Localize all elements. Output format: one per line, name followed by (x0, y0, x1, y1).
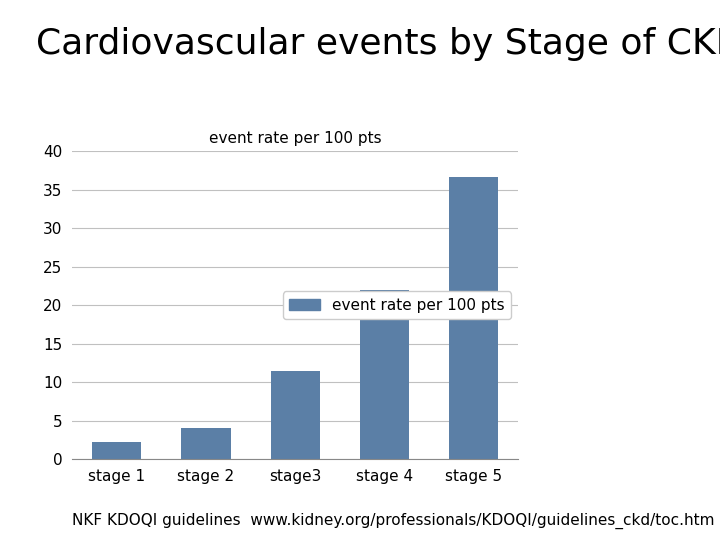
Legend: event rate per 100 pts: event rate per 100 pts (283, 292, 510, 319)
Bar (449, 177, 498, 459)
Bar (92, 442, 141, 459)
Bar (271, 370, 320, 459)
Title: event rate per 100 pts: event rate per 100 pts (209, 131, 382, 146)
Bar (181, 428, 230, 459)
Text: Cardiovascular events by Stage of CKD: Cardiovascular events by Stage of CKD (36, 27, 720, 61)
Text: NKF KDOQI guidelines  www.kidney.org/professionals/KDOQI/guidelines_ckd/toc.htm: NKF KDOQI guidelines www.kidney.org/prof… (72, 513, 714, 529)
Bar (360, 291, 409, 459)
